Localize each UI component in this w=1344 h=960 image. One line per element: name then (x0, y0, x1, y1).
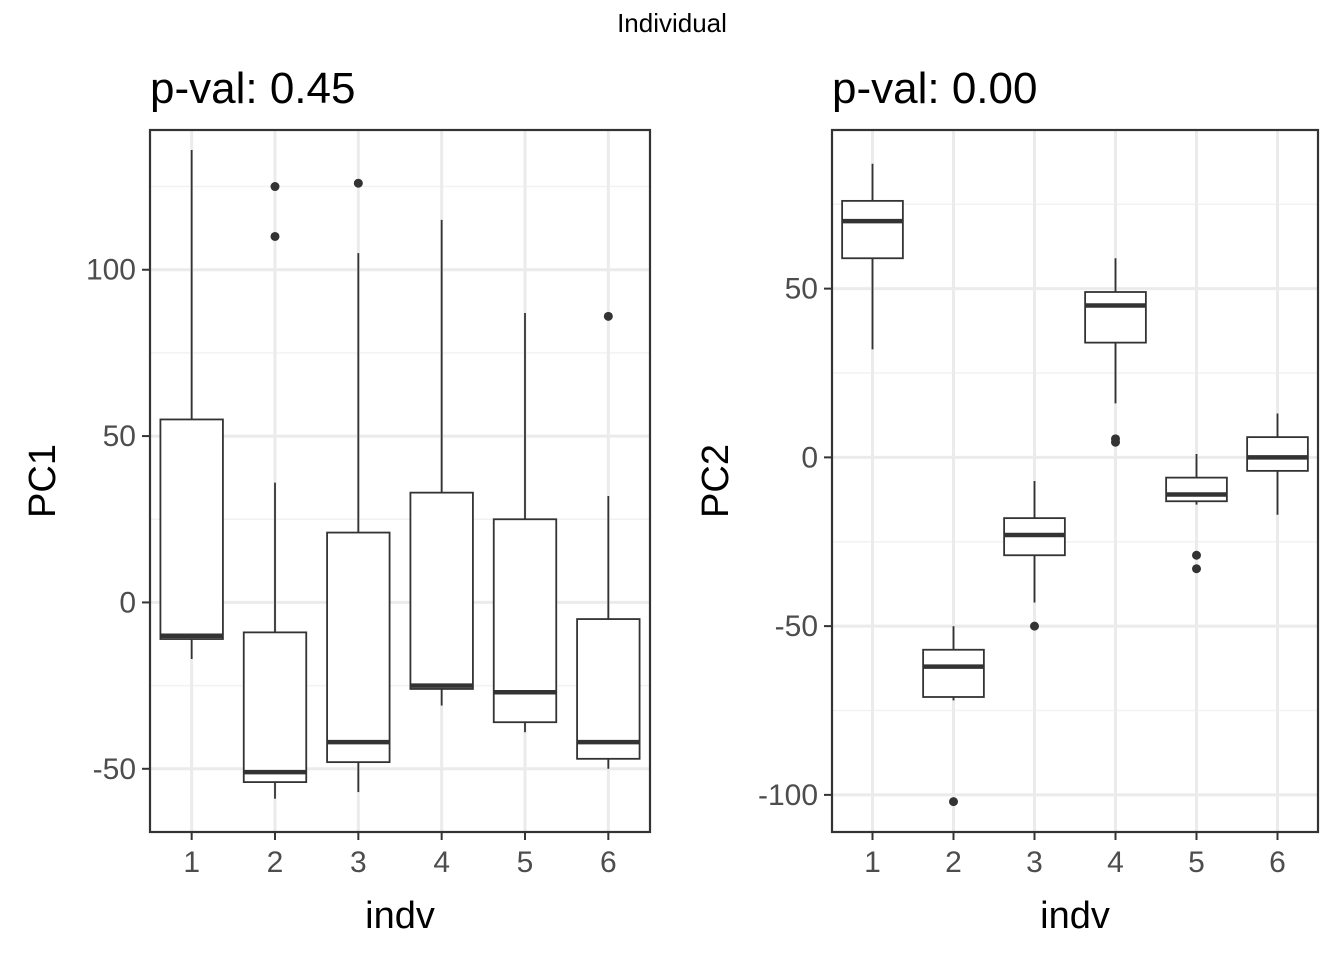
outlier-point (603, 311, 613, 321)
box-3 (326, 178, 391, 793)
box-2 (922, 626, 985, 807)
box-iqr (1165, 476, 1228, 503)
x-tick-label: 5 (1188, 846, 1205, 879)
box-iqr (1084, 291, 1147, 344)
x-tick-label: 1 (864, 846, 881, 879)
box-iqr (159, 418, 224, 640)
x-tick-label: 2 (945, 846, 962, 879)
x-tick-label: 3 (350, 846, 367, 879)
panel-title: p-val: 0.00 (832, 64, 1037, 113)
box-6 (576, 311, 641, 769)
box-3 (1003, 481, 1066, 631)
box-6 (1246, 413, 1309, 515)
x-axis-label: indv (1040, 895, 1110, 937)
y-tick-label: -50 (775, 610, 818, 643)
box-iqr (841, 199, 904, 260)
outlier-point (270, 182, 280, 192)
panel-pc2: -100 -50 0 50 1 2 3 4 5 6 indv PC2 p-val: 0.00 (695, 64, 1320, 937)
plot-border (830, 128, 1320, 834)
outlier-point (1192, 550, 1201, 560)
outlier-point (1111, 437, 1120, 447)
y-axis-label: PC2 (695, 444, 737, 518)
x-tick-label: 4 (1107, 846, 1124, 879)
box-1 (841, 163, 904, 350)
x-tick-label: 4 (433, 846, 450, 879)
y-tick-label: 100 (86, 254, 136, 287)
y-axis-label: PC1 (22, 444, 64, 518)
y-tick-label: 0 (119, 586, 136, 619)
figure-title: Individual (617, 8, 727, 38)
y-tick-label: -50 (93, 753, 136, 786)
box-1 (159, 149, 224, 659)
box-5 (1165, 454, 1228, 574)
x-tick-label: 1 (183, 846, 200, 879)
box-iqr (492, 518, 558, 724)
plot-border (148, 128, 652, 834)
x-tick-label: 6 (1269, 846, 1286, 879)
box-iqr (409, 491, 474, 690)
y-tick-label: 50 (785, 273, 818, 306)
box-iqr (576, 618, 641, 760)
x-tick-label: 2 (267, 846, 284, 879)
box-4 (409, 219, 474, 706)
plot-background (832, 130, 1318, 832)
y-tick-label: -100 (758, 779, 818, 812)
box-5 (492, 312, 558, 733)
y-tick-label: 0 (801, 441, 818, 474)
x-tick-label: 5 (517, 846, 534, 879)
plot-background (150, 130, 650, 832)
outlier-point (353, 178, 363, 188)
outlier-point (1030, 621, 1039, 631)
y-tick-label: 50 (103, 420, 136, 453)
x-tick-label: 6 (600, 846, 617, 879)
panel-pc1: -50 0 50 100 1 2 3 4 5 6 indv PC1 p-val: 0.45 (22, 64, 652, 937)
box-iqr (242, 631, 308, 783)
x-tick-label: 3 (1026, 846, 1043, 879)
box-iqr (326, 531, 391, 764)
box-4 (1084, 258, 1147, 447)
x-axis-label: indv (365, 895, 435, 937)
outlier-point (270, 231, 280, 241)
outlier-point (1192, 564, 1201, 574)
box-iqr (1246, 436, 1309, 472)
box-2 (242, 182, 308, 799)
outlier-point (949, 797, 958, 807)
panel-title: p-val: 0.45 (150, 64, 355, 113)
box-iqr (922, 648, 985, 698)
